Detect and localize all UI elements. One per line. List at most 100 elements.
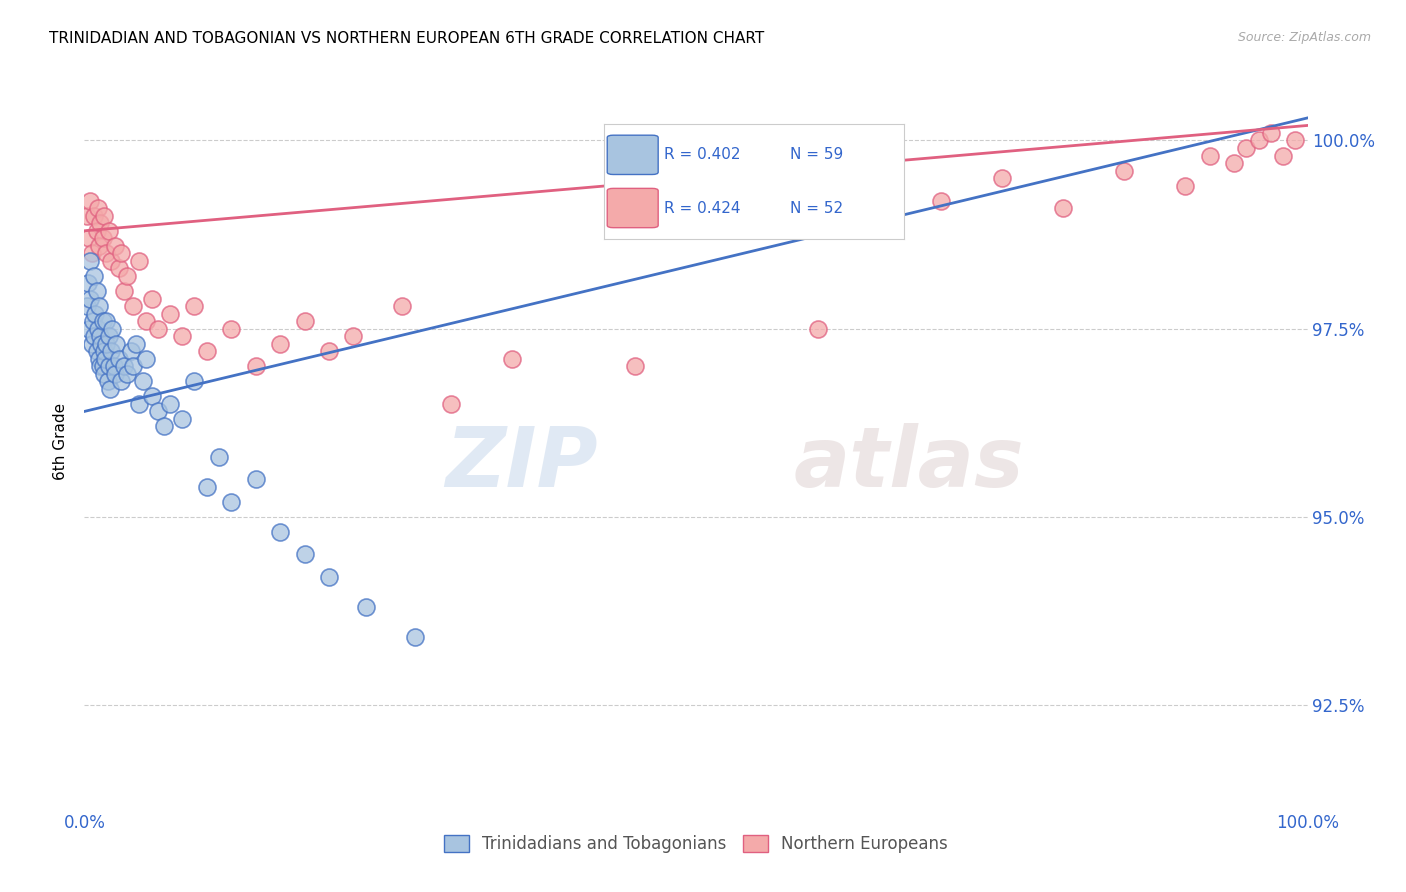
- Point: [94, 351, 117, 366]
- Point: [172, 329, 194, 343]
- Point: [269, 336, 291, 351]
- Point: [82, 314, 104, 328]
- Point: [87, 201, 110, 215]
- Point: [91, 231, 114, 245]
- Point: [87, 239, 110, 253]
- Point: [86, 224, 108, 238]
- Point: [87, 351, 110, 366]
- Point: [91, 314, 114, 328]
- Point: [105, 336, 128, 351]
- Legend: Trinidadians and Tobagonians, Northern Europeans: Trinidadians and Tobagonians, Northern E…: [437, 828, 955, 860]
- Point: [93, 209, 115, 223]
- Point: [97, 329, 120, 343]
- Point: [83, 268, 105, 283]
- Point: [318, 344, 340, 359]
- Point: [115, 268, 138, 283]
- Point: [141, 389, 163, 403]
- Point: [807, 321, 830, 335]
- Point: [153, 419, 176, 434]
- Point: [80, 246, 103, 260]
- Point: [122, 359, 145, 374]
- Point: [80, 336, 103, 351]
- Text: Source: ZipAtlas.com: Source: ZipAtlas.com: [1237, 31, 1371, 45]
- Point: [1223, 156, 1246, 170]
- Point: [128, 397, 150, 411]
- Point: [125, 336, 148, 351]
- Point: [83, 329, 105, 343]
- Point: [100, 253, 122, 268]
- Y-axis label: 6th Grade: 6th Grade: [53, 403, 69, 480]
- Point: [135, 314, 157, 328]
- Point: [104, 239, 127, 253]
- Point: [76, 299, 98, 313]
- Point: [318, 570, 340, 584]
- Point: [219, 494, 242, 508]
- Point: [77, 321, 100, 335]
- Point: [869, 186, 891, 201]
- Point: [159, 397, 181, 411]
- Point: [1052, 201, 1074, 215]
- Point: [195, 480, 218, 494]
- Point: [1247, 133, 1270, 147]
- Point: [100, 344, 122, 359]
- Point: [97, 374, 120, 388]
- Point: [89, 359, 111, 374]
- Point: [77, 277, 100, 291]
- Point: [183, 374, 205, 388]
- Point: [112, 359, 135, 374]
- Point: [141, 292, 163, 306]
- Point: [1272, 148, 1295, 162]
- Point: [219, 321, 242, 335]
- Point: [104, 367, 127, 381]
- Point: [440, 397, 463, 411]
- Point: [86, 284, 108, 298]
- Point: [624, 359, 647, 374]
- Text: ZIP: ZIP: [446, 423, 598, 504]
- Point: [97, 224, 120, 238]
- Point: [159, 307, 181, 321]
- Point: [87, 299, 110, 313]
- Point: [76, 209, 98, 223]
- Point: [93, 344, 115, 359]
- Point: [172, 412, 194, 426]
- Point: [294, 548, 316, 562]
- Point: [97, 359, 120, 374]
- Point: [79, 253, 101, 268]
- Point: [404, 630, 426, 644]
- Point: [294, 314, 316, 328]
- Point: [101, 321, 124, 335]
- Point: [87, 321, 110, 335]
- Point: [110, 374, 132, 388]
- Point: [146, 404, 169, 418]
- Point: [135, 351, 157, 366]
- Point: [112, 284, 135, 298]
- Point: [354, 600, 377, 615]
- Point: [103, 359, 125, 374]
- Point: [1198, 148, 1220, 162]
- Point: [132, 374, 155, 388]
- Point: [991, 171, 1014, 186]
- Point: [1236, 141, 1258, 155]
- Point: [90, 336, 112, 351]
- Point: [146, 321, 169, 335]
- Point: [245, 472, 267, 486]
- Point: [1114, 163, 1136, 178]
- Point: [1284, 133, 1306, 147]
- Point: [91, 359, 114, 374]
- Point: [84, 307, 107, 321]
- Point: [96, 314, 118, 328]
- Point: [342, 329, 364, 343]
- Point: [115, 367, 138, 381]
- Point: [269, 524, 291, 539]
- Point: [107, 261, 129, 276]
- Point: [96, 336, 118, 351]
- Point: [83, 209, 105, 223]
- Point: [96, 246, 118, 260]
- Point: [195, 344, 218, 359]
- Point: [79, 292, 101, 306]
- Point: [122, 299, 145, 313]
- Point: [89, 329, 111, 343]
- Point: [183, 299, 205, 313]
- Point: [77, 231, 100, 245]
- Point: [1260, 126, 1282, 140]
